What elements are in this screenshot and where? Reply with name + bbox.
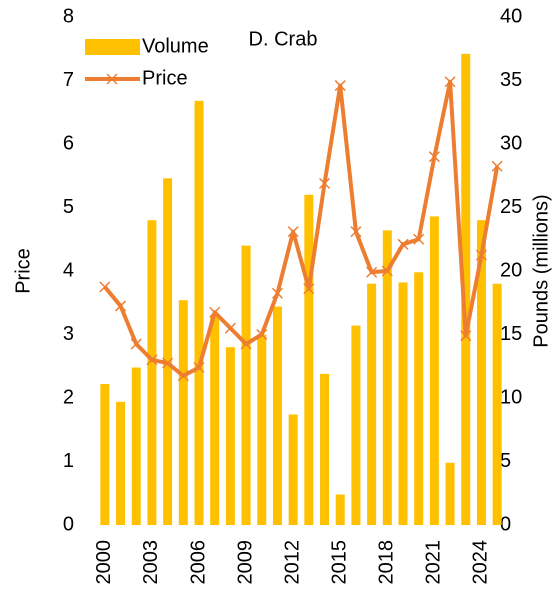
bar — [257, 334, 267, 525]
price-marker — [303, 283, 315, 295]
bar — [414, 272, 424, 525]
y2-axis-label: Pounds (millions) — [530, 194, 552, 347]
x-tick-label: 2012 — [281, 540, 303, 585]
bar — [398, 282, 408, 525]
price-marker — [475, 249, 487, 261]
bar — [241, 245, 251, 525]
price-marker — [381, 265, 393, 277]
y2-tick-label: 35 — [500, 69, 522, 91]
price-marker — [146, 354, 158, 366]
legend-label: Price — [142, 67, 188, 89]
bar — [476, 220, 486, 525]
bar — [163, 178, 173, 526]
bar — [304, 194, 314, 526]
bar — [335, 494, 345, 525]
bar — [147, 220, 157, 525]
price-marker — [413, 233, 425, 245]
bar — [445, 462, 455, 525]
chart-title: D. Crab — [249, 28, 318, 50]
x-tick-label: 2009 — [234, 540, 256, 585]
bar — [100, 384, 110, 525]
x-tick-label: 2015 — [329, 540, 351, 585]
price-marker — [209, 306, 221, 318]
price-marker — [334, 80, 346, 92]
bar — [225, 347, 235, 525]
price-marker — [350, 226, 362, 238]
y2-tick-label: 40 — [500, 5, 522, 27]
bar — [351, 325, 361, 525]
y2-tick-label: 10 — [500, 386, 522, 408]
price-marker — [271, 287, 283, 299]
y2-tick-label: 0 — [500, 513, 511, 535]
price-marker — [115, 300, 127, 312]
bar — [429, 216, 439, 525]
x-tick-label: 2024 — [470, 540, 492, 585]
bar — [492, 283, 502, 525]
price-marker — [444, 76, 456, 88]
x-tick-label: 2006 — [187, 540, 209, 585]
legend-swatch — [85, 39, 140, 55]
price-marker — [256, 328, 268, 341]
y-tick-label: 6 — [63, 132, 74, 154]
bar — [131, 367, 141, 525]
price-marker — [224, 322, 236, 334]
bar — [461, 53, 471, 526]
price-marker — [193, 361, 205, 374]
y-tick-label: 5 — [63, 196, 74, 218]
price-marker — [428, 151, 440, 163]
y2-tick-label: 25 — [500, 196, 522, 218]
y-axis-label: Price — [12, 248, 34, 294]
price-marker — [177, 370, 189, 382]
price-marker — [130, 338, 142, 350]
bar — [116, 401, 126, 525]
bar — [288, 414, 298, 525]
price-marker — [491, 160, 503, 172]
y2-tick-label: 30 — [500, 132, 522, 154]
y-tick-label: 7 — [63, 69, 74, 91]
bar — [272, 306, 282, 525]
x-tick-label: 2003 — [140, 540, 162, 585]
bar — [194, 100, 204, 525]
price-marker — [319, 177, 331, 189]
bar — [210, 315, 220, 525]
legend-label: Volume — [142, 35, 209, 57]
y-tick-label: 4 — [63, 259, 74, 281]
y2-tick-label: 20 — [500, 259, 522, 281]
price-marker — [366, 266, 378, 278]
price-marker — [240, 338, 252, 350]
price-marker — [397, 238, 409, 250]
y-tick-label: 1 — [63, 450, 74, 472]
y-tick-label: 0 — [63, 513, 74, 535]
x-tick-label: 2000 — [93, 540, 115, 585]
price-marker — [162, 357, 174, 369]
legend-marker — [106, 73, 118, 85]
price-marker — [99, 281, 111, 293]
y-tick-label: 2 — [63, 386, 74, 408]
x-tick-label: 2018 — [376, 540, 398, 585]
bar — [367, 283, 377, 525]
x-tick-label: 2021 — [423, 540, 445, 585]
y2-tick-label: 15 — [500, 323, 522, 345]
price-marker — [460, 330, 472, 342]
y-tick-label: 8 — [63, 5, 74, 27]
y2-tick-label: 5 — [500, 450, 511, 472]
bar — [382, 230, 392, 526]
bar — [178, 300, 188, 525]
bar — [320, 373, 330, 525]
price-marker — [287, 226, 299, 238]
y-tick-label: 3 — [63, 323, 74, 345]
